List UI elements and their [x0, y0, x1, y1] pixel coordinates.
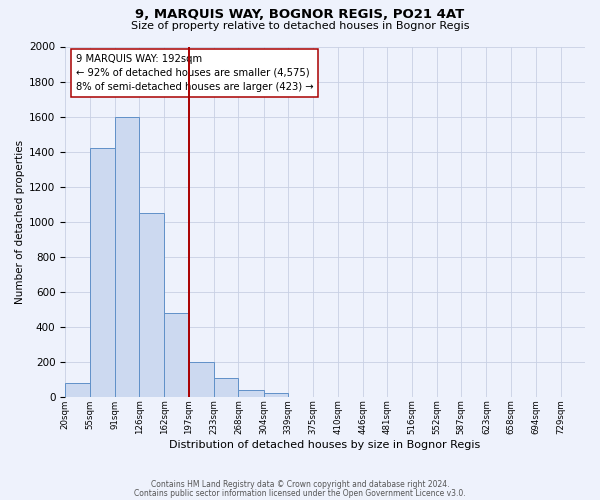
- Bar: [214, 378, 238, 397]
- Bar: [164, 312, 189, 397]
- Bar: [115, 116, 139, 397]
- Text: Size of property relative to detached houses in Bognor Regis: Size of property relative to detached ho…: [131, 21, 469, 31]
- Bar: [189, 362, 214, 397]
- Text: 9 MARQUIS WAY: 192sqm
← 92% of detached houses are smaller (4,575)
8% of semi-de: 9 MARQUIS WAY: 192sqm ← 92% of detached …: [76, 54, 313, 92]
- X-axis label: Distribution of detached houses by size in Bognor Regis: Distribution of detached houses by size …: [169, 440, 481, 450]
- Bar: [139, 213, 164, 397]
- Bar: [65, 383, 89, 397]
- Bar: [89, 148, 115, 397]
- Text: Contains public sector information licensed under the Open Government Licence v3: Contains public sector information licen…: [134, 488, 466, 498]
- Text: 9, MARQUIS WAY, BOGNOR REGIS, PO21 4AT: 9, MARQUIS WAY, BOGNOR REGIS, PO21 4AT: [136, 8, 464, 20]
- Y-axis label: Number of detached properties: Number of detached properties: [15, 140, 25, 304]
- Text: Contains HM Land Registry data © Crown copyright and database right 2024.: Contains HM Land Registry data © Crown c…: [151, 480, 449, 489]
- Bar: [238, 390, 263, 397]
- Bar: [263, 394, 288, 397]
